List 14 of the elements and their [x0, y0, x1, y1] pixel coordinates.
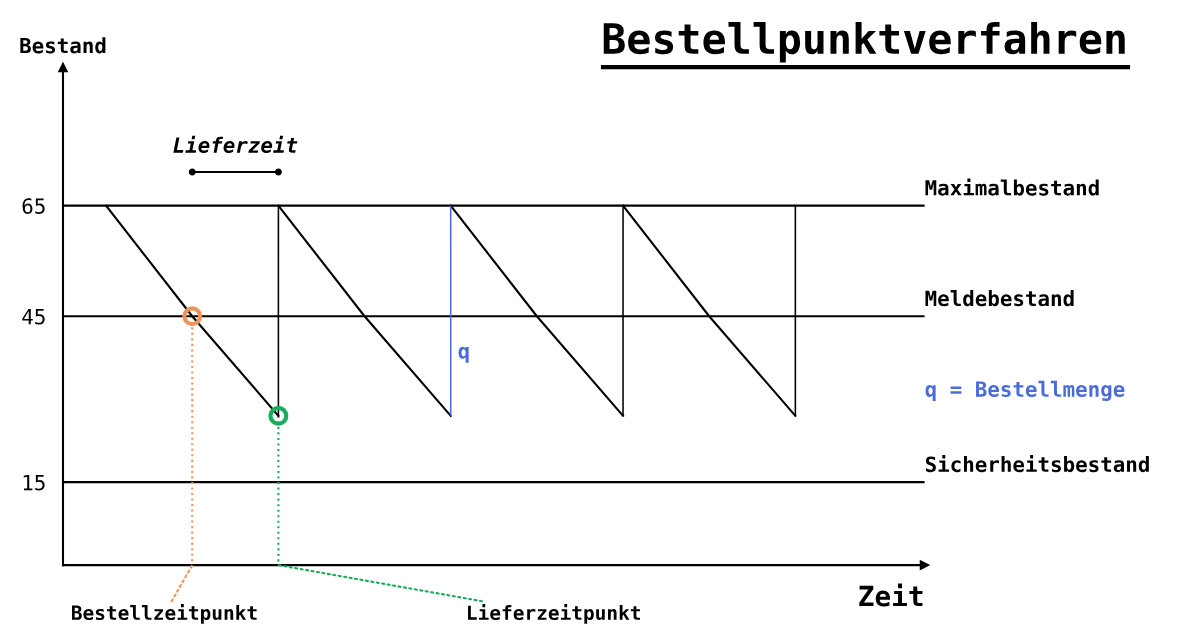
text: Lieferzeitpunkt — [468, 604, 640, 624]
annotation: Lieferzeit — [173, 135, 298, 153]
y-tick-label: 15 — [23, 474, 45, 491]
y-tick-label: 45 — [22, 309, 45, 325]
text: q = Bestellmenge — [925, 380, 1125, 401]
ref-line-label: Sicherheitsbestand — [925, 454, 1149, 473]
x-axis-title: Zeit — [859, 583, 923, 607]
y-axis-title: Bestand — [20, 37, 106, 54]
ref-line-label: Meldebestand — [925, 290, 1074, 307]
series-label: q — [458, 346, 469, 363]
chart-title: Bestellpunktverfahren — [603, 22, 1125, 63]
ref-line-label: Maximalbestand — [925, 178, 1099, 196]
text: Bestellzeitpunkt — [72, 604, 257, 624]
y-tick-label: 65 — [22, 198, 45, 214]
